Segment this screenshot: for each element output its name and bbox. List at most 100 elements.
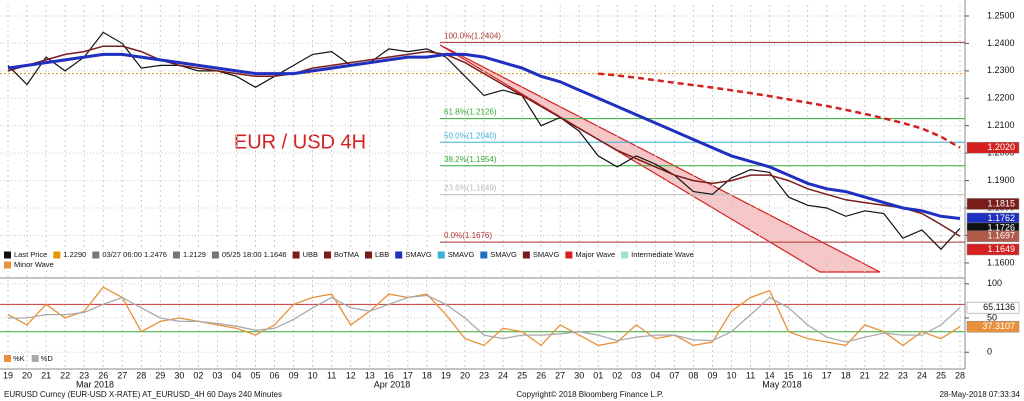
legend-swatch [172,251,180,259]
x-tick-label: 14 [765,370,775,380]
legend-label: SMAVG [405,250,432,259]
level-label: 50.0%(1.2040) [444,131,497,140]
x-tick-label: 16 [384,370,394,380]
legend-label: %K [13,354,25,363]
legend-swatch [4,355,11,362]
legend-label: LBB [375,250,389,259]
footer-center: Copyright© 2018 Bloomberg Finance L.P. [516,390,663,399]
x-tick-label: 21 [860,370,870,380]
level-label: 23.6%(1.1849) [444,184,497,193]
y-tick-label: 1.1600 [987,257,1015,267]
y-tick-label: 100 [987,278,1002,288]
price-tag-label: 1.1697 [987,231,1015,241]
legend-label: 05/25 18:00 1.1646 [222,250,287,259]
x-tick-label: 09 [707,370,717,380]
price-tag-label: 1.1726 [987,223,1015,233]
x-tick-label: 04 [650,370,660,380]
x-tick-label: 08 [688,370,698,380]
y-tick-label: 1.1900 [987,175,1015,185]
legend: Last Price 1.2290 03/27 06:00 1.2476 1.2129… [0,249,694,271]
price-tag-label: 1.1815 [987,198,1015,208]
x-tick-label: 01 [593,370,603,380]
x-tick-label: 11 [746,370,755,380]
x-tick-label: 23 [479,370,489,380]
legend-swatch [31,355,39,362]
month-label: Mar 2018 [76,379,114,389]
x-tick-label: 06 [270,370,280,380]
level-label: 0.0%(1.1676) [444,231,492,240]
x-tick-label: 07 [669,370,679,380]
price-tag-label: 37.3107 [982,321,1015,331]
x-tick-label: 02 [193,370,203,380]
price-tag [966,243,1020,256]
x-tick-label: 29 [155,370,165,380]
x-tick-label: 22 [879,370,889,380]
price-tag-label: 1.1762 [987,213,1015,223]
x-tick-label: 10 [308,370,318,380]
chart-title: EUR / USD 4H [234,131,366,153]
legend-swatch [4,251,11,259]
x-tick-label: 20 [22,370,32,380]
x-tick-label: 30 [574,370,584,380]
price-tag-label: 1.2020 [987,142,1015,152]
price-tag [966,301,1020,314]
x-tick-label: 03 [631,370,641,380]
y-tick-label: 1.2100 [987,120,1015,130]
x-tick-label: 04 [231,370,241,380]
y-tick-label: 0 [987,347,992,357]
x-tick-label: 11 [327,370,336,380]
legend-label: 1.2129 [183,250,206,259]
legend-label: SMAVG [533,250,560,259]
price-tag-label: 65.1136 [983,302,1015,312]
footer-left: EURUSD Curncy (EUR-USD X-RATE) AT_EURUSD… [4,390,282,399]
legend-swatch [211,251,219,259]
series-line [598,72,961,149]
legend-swatch [621,251,629,259]
x-tick-label: 30 [174,370,184,380]
price-tag [966,198,1020,210]
month-label: May 2018 [762,379,802,389]
x-tick-label: 19 [441,370,451,380]
level-label: 100.0%(1.2404) [444,31,501,40]
legend-swatch [565,251,573,259]
x-tick-label: 27 [555,370,565,380]
x-tick-label: 03 [212,370,222,380]
legend-label: SMAVG [490,250,517,259]
legend-label: Minor Wave [14,260,54,269]
price-tag [966,230,1020,243]
x-tick-label: 13 [365,370,375,380]
legend-swatch [324,251,331,259]
level-label: 38.2%(1.1954) [444,155,497,164]
x-tick-label: 23 [898,370,908,380]
legend-swatch [365,251,373,259]
x-tick-label: 05 [251,370,261,380]
x-tick-label: 23 [79,370,89,380]
x-tick-label: 18 [422,370,432,380]
x-tick-label: 12 [346,370,356,380]
legend-swatch [395,251,403,259]
x-tick-label: 21 [41,370,51,380]
legend-swatch [53,251,61,259]
legend-label: Major Wave [575,250,615,259]
x-tick-label: 28 [136,370,146,380]
legend-label: UBB [303,250,318,259]
legend-swatch [437,251,445,259]
series-line [7,31,961,251]
series-line [7,52,961,220]
y-tick-label: 1.2400 [987,38,1015,48]
x-tick-label: 28 [955,370,965,380]
legend-label: 1.2290 [63,250,86,259]
price-tag [966,320,1020,333]
legend-label: %D [41,354,54,363]
x-tick-label: 27 [117,370,127,380]
x-tick-label: 25 [517,370,527,380]
price-tag [966,141,1020,154]
series-line [8,294,961,343]
x-tick-label: 26 [98,370,108,380]
legend-label: Intermediate Wave [631,250,694,259]
footer-right: 28-May-2018 07:33:34 [940,390,1021,399]
legend-label: 03/27 06:00 1.2476 [102,250,167,259]
legend-swatch [92,251,100,259]
y-tick-label: 1.2200 [987,93,1015,103]
